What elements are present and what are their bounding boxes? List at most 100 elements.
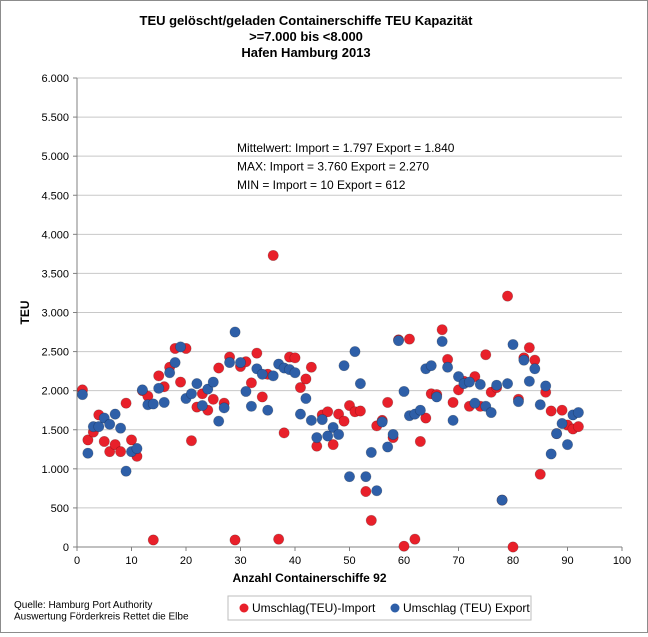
export-point bbox=[218, 402, 230, 414]
import-point bbox=[104, 446, 116, 458]
import-point bbox=[115, 446, 127, 458]
import-point bbox=[278, 427, 290, 439]
export-point bbox=[365, 446, 377, 458]
import-point bbox=[185, 435, 197, 447]
export-point bbox=[322, 430, 334, 442]
import-point bbox=[447, 396, 459, 408]
source-line: Auswertung Förderkreis Rettet die Elbe bbox=[14, 612, 189, 623]
y-tick-label: 5.000 bbox=[41, 151, 69, 163]
export-point bbox=[158, 396, 170, 408]
export-point bbox=[93, 421, 105, 433]
export-point bbox=[333, 428, 345, 440]
export-point bbox=[551, 428, 563, 440]
export-point bbox=[289, 367, 301, 379]
import-point bbox=[289, 352, 301, 364]
y-axis-label: TEU bbox=[18, 301, 32, 325]
export-point bbox=[202, 383, 214, 395]
import-point bbox=[556, 404, 568, 416]
x-tick-label: 0 bbox=[74, 555, 80, 567]
export-point bbox=[169, 357, 181, 369]
export-point bbox=[349, 346, 361, 358]
export-point bbox=[496, 494, 508, 506]
import-point bbox=[207, 393, 219, 405]
export-point bbox=[213, 415, 225, 427]
import-point bbox=[523, 342, 535, 354]
legend-box bbox=[227, 595, 532, 621]
export-point bbox=[164, 367, 176, 379]
export-point bbox=[442, 361, 454, 373]
chart-title-line: TEU gelöscht/geladen Containerschiffe TE… bbox=[140, 13, 474, 28]
export-point bbox=[153, 382, 165, 394]
export-point bbox=[338, 360, 350, 372]
export-point bbox=[305, 414, 317, 426]
y-tick-label: 5.500 bbox=[41, 112, 69, 124]
export-point bbox=[398, 385, 410, 397]
stats-annotation: Mittelwert: Import = 1.797 Export = 1.84… bbox=[237, 141, 455, 192]
export-point bbox=[360, 471, 372, 483]
export-point bbox=[300, 392, 312, 404]
y-tick-label: 500 bbox=[51, 503, 69, 515]
import-point bbox=[273, 533, 285, 545]
stats-line: Mittelwert: Import = 1.797 Export = 1.84… bbox=[237, 141, 455, 155]
import-point bbox=[403, 333, 415, 345]
export-point bbox=[131, 443, 143, 455]
x-tick-label: 40 bbox=[289, 555, 301, 567]
export-point bbox=[485, 407, 497, 419]
export-point bbox=[262, 404, 274, 416]
export-point bbox=[382, 441, 394, 453]
import-point bbox=[294, 382, 306, 394]
chart-title-line: Hafen Hamburg 2013 bbox=[241, 45, 370, 60]
y-tick-label: 4.000 bbox=[41, 229, 69, 241]
import-point bbox=[534, 468, 546, 480]
y-tick-label: 1.500 bbox=[41, 425, 69, 437]
export-point bbox=[572, 407, 584, 419]
import-point bbox=[507, 541, 519, 553]
export-point bbox=[447, 414, 459, 426]
legend-label: Umschlag(TEU)-Import bbox=[252, 601, 376, 615]
export-point bbox=[240, 385, 252, 397]
x-tick-label: 100 bbox=[613, 555, 631, 567]
export-point bbox=[224, 357, 236, 369]
import-point bbox=[256, 391, 268, 403]
export-point bbox=[256, 368, 268, 380]
export-point bbox=[534, 399, 546, 411]
export-point bbox=[452, 371, 464, 383]
export-point bbox=[235, 357, 247, 369]
export-point bbox=[463, 376, 475, 388]
export-point bbox=[82, 447, 94, 459]
export-point bbox=[229, 326, 241, 338]
export-point bbox=[523, 375, 535, 387]
import-point bbox=[436, 324, 448, 336]
export-point bbox=[469, 397, 481, 409]
legend: Umschlag(TEU)-Import Umschlag (TEU) Expor… bbox=[227, 595, 532, 621]
import-point bbox=[126, 434, 138, 446]
export-point bbox=[474, 378, 486, 390]
import-point bbox=[333, 408, 345, 420]
export-point bbox=[518, 354, 530, 366]
import-point bbox=[414, 435, 426, 447]
export-point bbox=[245, 400, 257, 412]
data-points bbox=[76, 249, 584, 553]
import-point bbox=[382, 396, 394, 408]
import-point bbox=[322, 406, 334, 418]
export-point bbox=[316, 414, 328, 426]
import-point bbox=[147, 534, 159, 546]
export-point bbox=[502, 378, 514, 390]
import-point bbox=[153, 370, 165, 382]
import-point bbox=[572, 421, 584, 433]
import-point bbox=[229, 534, 241, 546]
import-point bbox=[502, 290, 514, 302]
export-point bbox=[76, 389, 88, 401]
import-point bbox=[327, 439, 339, 451]
source-note: Quelle: Hamburg Port AuthorityAuswertung… bbox=[14, 600, 189, 623]
import-point bbox=[109, 439, 121, 451]
x-tick-label: 80 bbox=[507, 555, 519, 567]
export-point bbox=[207, 376, 219, 388]
export-point bbox=[376, 416, 388, 428]
export-point bbox=[104, 418, 116, 430]
y-tick-label: 3.500 bbox=[41, 268, 69, 280]
export-point bbox=[491, 379, 503, 391]
gridlines bbox=[77, 77, 622, 509]
legend-marker bbox=[390, 603, 400, 613]
